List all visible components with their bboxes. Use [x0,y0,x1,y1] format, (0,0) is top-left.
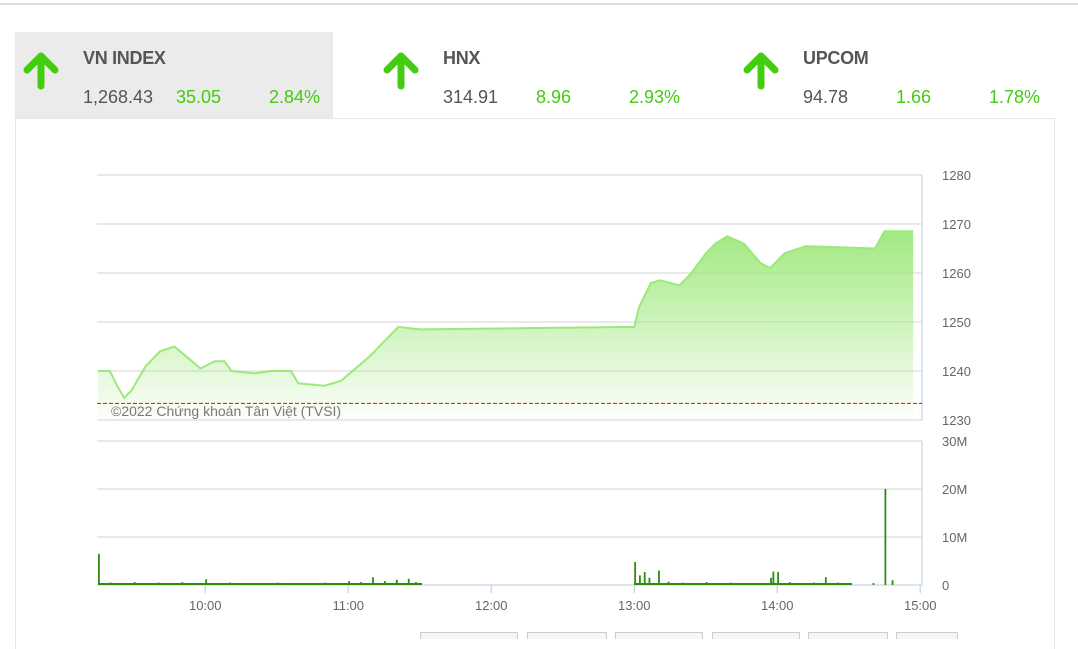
volume-bar [360,582,362,585]
volume-bar [824,577,827,585]
x-tick-label: 11:00 [332,598,364,613]
y-tick-label: 1250 [942,315,971,330]
volume-bar [205,579,208,585]
volume-baseline [634,583,852,585]
volume-bar [98,553,100,585]
volume-bar [324,582,327,585]
y-tick-label: 10M [942,530,967,545]
index-value: 1,268.43 [83,87,154,107]
chart-watermark: ©2022 Chứng khoán Tân Việt (TVSI) [111,403,341,419]
index-name: VN INDEX [83,48,166,68]
volume-bar [252,583,255,585]
volume-bar [181,582,184,585]
volume-bar [789,582,791,585]
volume-bar [770,577,772,585]
index-tab-upcom[interactable]: UPCOM 94.78 1.66 1.78% [735,32,1053,118]
x-tick-label: 15:00 [904,598,937,613]
volume-bar [634,561,637,585]
price-line [98,230,914,400]
volume-bar [772,571,775,585]
volume-bar [891,580,894,585]
volume-bar [348,581,351,585]
y-tick-label: 20M [942,482,967,497]
volume-bar [229,582,231,585]
index-name: UPCOM [803,48,869,68]
volume-bar [848,583,851,585]
x-tick-label: 10:00 [189,598,222,613]
volume-bar [407,578,410,585]
volume-bar [729,582,732,585]
y-tick-label: 30M [942,434,967,449]
volume-bar [667,581,670,585]
volume-bar [414,582,417,585]
volume-bar [681,582,684,585]
y-tick-label: 1230 [942,413,971,428]
y-tick-label: 0 [942,578,949,593]
volume-bar [813,582,815,585]
index-percent: 2.84% [269,87,321,107]
volume-bar [276,582,279,585]
volume-bar [884,489,887,585]
index-value: 314.91 [443,87,499,107]
index-tab-vn-index[interactable]: VN INDEX 1,268.43 35.05 2.84% [15,32,333,118]
index-chart: 1280 1270 1260 1250 1240 1230 30M 20M 10M 0 10:00… [97,168,971,613]
index-percent: 2.93% [629,87,681,107]
volume-bar [643,572,646,585]
volume-bar [658,570,660,585]
top-divider [0,3,1078,5]
x-tick-label: 13:00 [618,598,651,613]
arrow-up-icon [383,52,419,90]
volume-bar [109,582,112,585]
y-tick-label: 1270 [942,217,971,232]
index-name: HNX [443,48,481,68]
volume-bar [384,581,386,585]
volume-bar [836,582,839,585]
y-tick-label: 1280 [942,168,971,183]
index-change: 1.66 [896,87,932,107]
volume-bar [777,572,780,585]
volume-bar [300,583,303,585]
index-value: 94.78 [803,87,849,107]
arrow-up-icon [23,52,59,90]
chart-panel [15,118,1055,649]
volume-bar [639,575,641,585]
volume-bar [705,582,708,585]
volume-baseline [98,583,422,585]
index-change: 35.05 [176,87,222,107]
volume-bar [372,577,374,585]
index-tab-hnx[interactable]: HNX 314.91 8.96 2.93% [375,32,693,118]
volume-bar [753,583,756,585]
y-tick-label: 1260 [942,266,971,281]
volume-bar [395,579,398,585]
x-tick-label: 12:00 [475,598,508,613]
arrow-up-icon [743,52,779,90]
volume-bar [133,582,136,585]
index-percent: 1.78% [989,87,1041,107]
x-tick-label: 14:00 [761,598,794,613]
y-tick-label: 1240 [942,364,971,379]
volume-bar [648,577,651,585]
price-area [98,231,914,420]
index-change: 8.96 [536,87,572,107]
volume-bar [872,583,875,585]
volume-bar [157,582,160,585]
